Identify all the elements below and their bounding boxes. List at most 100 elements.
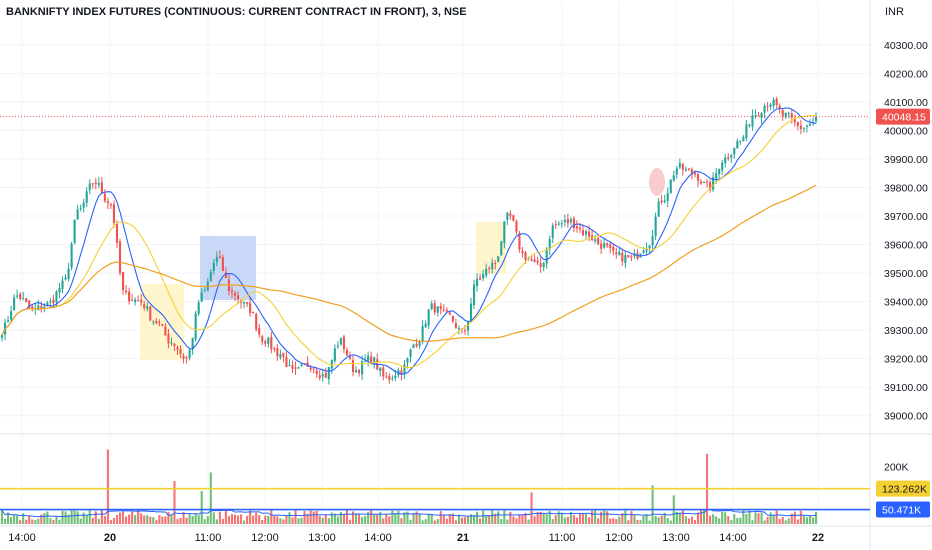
candle-body bbox=[609, 244, 612, 248]
candle-body bbox=[730, 154, 733, 158]
candle-body bbox=[739, 140, 742, 142]
volume-bar bbox=[521, 514, 524, 524]
volume-bar bbox=[766, 516, 769, 524]
candle-body bbox=[364, 360, 367, 362]
candle-body bbox=[164, 326, 167, 336]
volume-bar bbox=[591, 510, 594, 524]
candle-body bbox=[312, 368, 315, 370]
volume-bar bbox=[494, 513, 497, 524]
candle-body bbox=[778, 105, 781, 110]
volume-bar bbox=[46, 511, 49, 524]
volume-tick-label: 200K bbox=[884, 462, 909, 474]
volume-bar bbox=[796, 519, 799, 524]
volume-bar bbox=[460, 517, 464, 524]
candle-body bbox=[361, 361, 364, 375]
candle-body bbox=[494, 262, 497, 264]
volume-bar bbox=[657, 517, 660, 524]
candle-body bbox=[403, 364, 406, 375]
medium-ma-line bbox=[1, 115, 816, 369]
candle-body bbox=[221, 257, 224, 272]
candle-body bbox=[433, 303, 436, 313]
candle-body bbox=[476, 278, 479, 287]
volume-bar bbox=[64, 511, 67, 524]
volume-bar bbox=[618, 516, 621, 524]
volume-bar bbox=[197, 515, 200, 524]
volume-bar bbox=[215, 519, 218, 524]
volume-bar bbox=[724, 512, 727, 524]
volume-bar bbox=[763, 520, 766, 524]
candle-body bbox=[802, 127, 805, 129]
candle-body bbox=[336, 345, 339, 347]
candle-body bbox=[715, 173, 718, 179]
candle-body bbox=[557, 223, 560, 225]
candle-body bbox=[805, 125, 808, 127]
candle-body bbox=[173, 343, 176, 346]
candle-body bbox=[351, 360, 355, 373]
candle-body bbox=[149, 306, 152, 321]
candle-body bbox=[370, 356, 373, 364]
volume-bar bbox=[769, 512, 772, 524]
candle-body bbox=[128, 291, 131, 302]
volume-bar bbox=[279, 518, 282, 524]
candle-body bbox=[348, 356, 352, 359]
volume-bar bbox=[715, 516, 718, 524]
volume-bar bbox=[696, 512, 700, 524]
time-tick-label: 21 bbox=[457, 532, 469, 544]
candle-body bbox=[85, 191, 88, 203]
volume-bar bbox=[406, 511, 409, 524]
candle-body bbox=[766, 106, 769, 108]
volume-bar bbox=[218, 511, 221, 524]
candle-body bbox=[642, 250, 645, 253]
candle-body bbox=[727, 157, 730, 159]
candle-body bbox=[406, 358, 409, 363]
candle-body bbox=[97, 182, 100, 185]
volume-bar bbox=[288, 512, 291, 524]
volume-bar bbox=[524, 512, 527, 524]
volume-bar bbox=[666, 518, 669, 524]
candle-body bbox=[506, 212, 509, 220]
candle-body bbox=[436, 306, 439, 313]
candle-body bbox=[669, 179, 672, 194]
volume-bar bbox=[367, 511, 370, 524]
candle-body bbox=[176, 347, 179, 350]
candle-body bbox=[279, 354, 282, 358]
candle-body bbox=[509, 213, 512, 216]
volume-bar bbox=[615, 519, 618, 524]
volume-bar bbox=[482, 510, 485, 524]
candle-body bbox=[10, 311, 13, 320]
volume-bar bbox=[31, 519, 34, 524]
candle-body bbox=[252, 312, 255, 314]
candle-body bbox=[521, 250, 524, 254]
candle-body bbox=[100, 182, 103, 194]
volume-bar bbox=[648, 520, 651, 524]
candle-body bbox=[28, 300, 31, 308]
volume-bar bbox=[109, 520, 112, 524]
time-axis: 14:00 20 11:00 12:00 13:00 14:00 21 11:00 12:00 1… bbox=[8, 532, 824, 544]
candle-body bbox=[706, 181, 709, 183]
volume-bar bbox=[805, 517, 808, 524]
candle-body bbox=[291, 365, 294, 369]
candle-body bbox=[600, 243, 603, 249]
volume-bar bbox=[718, 518, 721, 524]
volume-bar bbox=[594, 510, 597, 524]
candle-body bbox=[52, 299, 55, 304]
candle-body bbox=[49, 301, 52, 303]
price-tick-label: 40000.00 bbox=[884, 125, 928, 137]
candle-body bbox=[140, 299, 143, 303]
candle-body bbox=[451, 315, 454, 322]
volume-bar bbox=[660, 515, 663, 524]
volume-bar bbox=[91, 517, 94, 524]
candle-body bbox=[581, 229, 585, 236]
candle-body bbox=[185, 357, 188, 359]
volume-bar bbox=[200, 491, 203, 524]
time-tick-label: 13:00 bbox=[662, 532, 690, 544]
time-tick-label: 14:00 bbox=[719, 532, 747, 544]
volume-bar bbox=[560, 512, 563, 524]
volume-bar bbox=[61, 510, 64, 524]
candle-body bbox=[751, 115, 754, 127]
volume-bar bbox=[312, 511, 315, 524]
candle-body bbox=[736, 141, 739, 149]
candle-body bbox=[584, 230, 588, 235]
volume-bar bbox=[321, 517, 324, 524]
